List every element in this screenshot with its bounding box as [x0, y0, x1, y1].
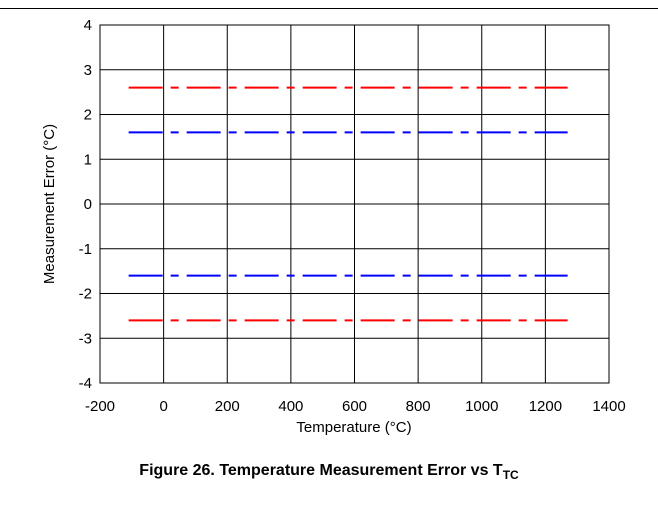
y-tick-label: 1: [84, 151, 92, 168]
figure-caption: Figure 26. Temperature Measurement Error…: [0, 462, 658, 482]
y-tick-label: -4: [79, 375, 92, 392]
y-tick-label: 4: [84, 17, 92, 34]
figure-caption-text: Figure 26. Temperature Measurement Error…: [139, 462, 503, 479]
x-tick-labels: -200 0 200 400 600 800 1000 1200 1400: [85, 398, 626, 415]
top-rule: [0, 8, 658, 9]
x-tick-label: 600: [342, 398, 367, 415]
x-tick-label: -200: [85, 398, 115, 415]
y-axis-label: Measurement Error (°C): [41, 124, 58, 284]
x-tick-label: 1000: [465, 398, 498, 415]
y-tick-label: 2: [84, 107, 92, 124]
chart: -4 -3 -2 -1 0 1 2 3 4 -200 0 200 400 600 800 1000 1200 1…: [41, 17, 626, 436]
grid: [100, 25, 609, 383]
x-tick-label: 400: [278, 398, 303, 415]
y-tick-label: 0: [84, 196, 92, 213]
y-tick-label: -2: [79, 286, 92, 303]
y-tick-label: -1: [79, 241, 92, 258]
y-tick-labels: -4 -3 -2 -1 0 1 2 3 4: [79, 17, 92, 392]
series: [128, 86, 568, 322]
x-tick-label: 200: [215, 398, 240, 415]
x-tick-label: 800: [406, 398, 431, 415]
x-tick-label: 1200: [529, 398, 562, 415]
figure-caption-subscript: TC: [502, 468, 519, 483]
x-axis-label: Temperature (°C): [296, 419, 411, 436]
y-tick-label: -3: [79, 330, 92, 347]
plot-frame: [99, 24, 610, 384]
x-tick-label: 0: [159, 398, 167, 415]
x-tick-label: 1400: [592, 398, 625, 415]
y-tick-label: 3: [84, 62, 92, 79]
